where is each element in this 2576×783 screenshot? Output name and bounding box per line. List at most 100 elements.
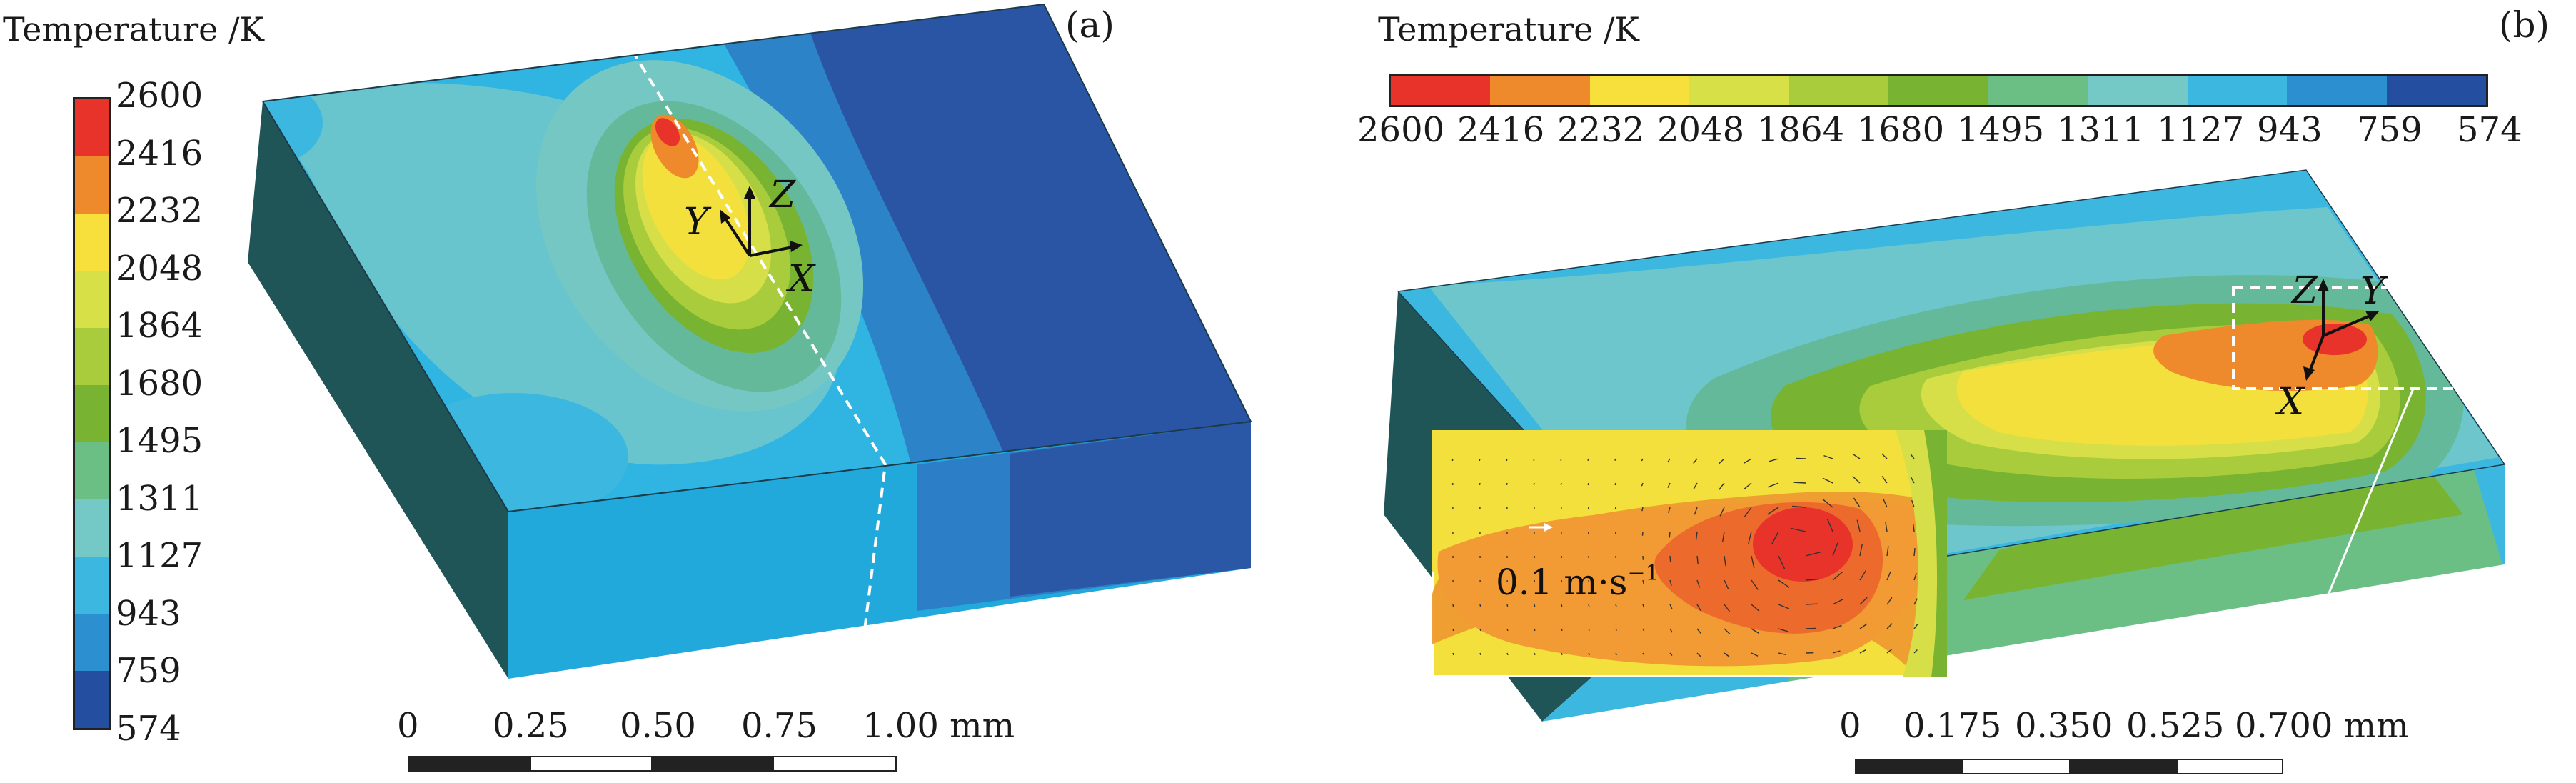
scale-a-label-4: 1.00 mm — [862, 706, 1015, 746]
colorbar-a-tick-label: 1127 — [116, 536, 203, 577]
velocity-vector — [1479, 458, 1481, 462]
velocity-vector — [1534, 628, 1536, 632]
velocity-vector — [1832, 599, 1843, 605]
velocity-vector — [1832, 624, 1842, 629]
velocity-vector — [1694, 507, 1698, 515]
colorbar-b-tick-label: 943 — [2257, 110, 2323, 150]
velocity-vector — [1560, 507, 1562, 510]
panel-b-tag: (b) — [2499, 4, 2550, 46]
velocity-vector — [1641, 507, 1644, 512]
velocity-vector — [1669, 652, 1673, 656]
velocity-vector — [1886, 597, 1893, 605]
velocity-vector — [1911, 499, 1915, 508]
velocity-vector — [1719, 507, 1725, 517]
colorbar-b-segment — [1589, 76, 1690, 105]
colorbar-b-tick-label: 2416 — [1457, 110, 1545, 150]
scale-bar-a — [408, 756, 897, 772]
velocity-vector — [1614, 507, 1616, 510]
velocity-vector — [1641, 458, 1644, 462]
velocity-vector — [1886, 571, 1891, 581]
velocity-vector — [1561, 604, 1563, 607]
velocity-vector — [1913, 649, 1918, 654]
colorbar-b-tick-label: 574 — [2457, 110, 2522, 150]
velocity-vector — [1506, 628, 1509, 632]
colorbar-a-tick-label: 1311 — [116, 478, 203, 519]
velocity-vector — [1642, 652, 1645, 655]
velocity-vector — [1790, 527, 1806, 532]
colorbar-a-segment — [75, 156, 109, 214]
velocity-vector — [1778, 652, 1786, 656]
velocity-vector — [1479, 652, 1481, 656]
axes-b — [2307, 284, 2374, 376]
colorbar-a-tick-label: 1495 — [116, 421, 203, 462]
colorbar-a-segment — [75, 385, 109, 442]
velocity-vector — [1641, 482, 1644, 487]
velocity-vector — [1778, 604, 1790, 609]
velocity-vector — [1859, 649, 1867, 654]
scale-b-label-1: 0.175 — [1903, 706, 2002, 746]
colorbar-b-tick-label: 2600 — [1357, 110, 1445, 150]
velocity-vector — [1642, 604, 1645, 608]
velocity-value: 0.1 m — [1496, 562, 1598, 603]
velocity-vector — [1886, 546, 1889, 557]
velocity-vector — [1883, 498, 1888, 508]
colorbar-a-segment — [75, 328, 109, 385]
velocity-vector — [1614, 458, 1616, 461]
scale-b-label-3: 0.525 — [2126, 706, 2225, 746]
colorbar-b-tick-label: 1311 — [2057, 110, 2145, 150]
colorbar-a-tick-label: 1864 — [116, 306, 203, 346]
colorbar-a-segment — [75, 557, 109, 614]
svg-text:0.1 m·s−1: 0.1 m·s−1 — [1496, 561, 1659, 603]
axis-label-y-a: Y — [684, 201, 712, 244]
velocity-vector — [1744, 458, 1752, 464]
velocity-vector — [1669, 628, 1673, 633]
colorbar-b-segment — [1788, 76, 1889, 105]
velocity-vector — [1751, 604, 1760, 612]
velocity-vector — [1479, 604, 1481, 607]
colorbar-b-segment — [2088, 76, 2188, 105]
velocity-vector — [1910, 477, 1915, 484]
scale-b-label-0: 0 — [1839, 706, 1861, 746]
block-a-top-face — [263, 4, 1251, 512]
scale-b-label-4: 0.700 mm — [2235, 706, 2409, 746]
colorbar-a-segment — [75, 614, 109, 671]
velocity-vector — [1767, 482, 1779, 488]
velocity-vector — [1642, 628, 1645, 632]
colorbar-a-segment — [75, 499, 109, 557]
velocity-vector — [1778, 579, 1790, 588]
velocity-vector — [1451, 458, 1454, 462]
colorbar-b-segment — [1391, 76, 1491, 105]
colorbar-b-tick-label: 759 — [2357, 110, 2422, 150]
velocity-vector — [1853, 497, 1861, 508]
axis-label-z-a: Z — [768, 174, 796, 216]
colorbar-a-tick-label: 2600 — [116, 76, 203, 116]
velocity-vector — [1669, 579, 1672, 587]
velocity-vector — [1852, 475, 1861, 484]
colorbar-a-segment — [75, 442, 109, 499]
velocity-vector — [1724, 628, 1731, 634]
velocity-vector — [1696, 555, 1699, 564]
axis-label-y-b: Y — [2360, 270, 2388, 313]
velocity-vector — [1452, 628, 1454, 632]
colorbar-b-segment — [1888, 76, 1988, 105]
velocity-vector — [1451, 482, 1454, 486]
velocity-vector — [1668, 507, 1671, 513]
velocity-vector — [1856, 519, 1861, 532]
velocity-vector — [1822, 499, 1833, 508]
velocity-vector — [1724, 604, 1731, 612]
velocity-vector — [1832, 650, 1841, 654]
colorbar-b-tick-label: 1495 — [1957, 110, 2045, 150]
velocity-vector — [1506, 652, 1509, 656]
colorbar-b-segment — [1490, 76, 1590, 105]
velocity-vector — [1826, 518, 1833, 532]
scale-bar-b — [1855, 759, 2283, 774]
axis-label-z-b: Z — [2290, 269, 2318, 312]
velocity-vector — [1886, 623, 1893, 629]
velocity-vector — [1615, 652, 1618, 655]
panel-a-tag: (a) — [1065, 4, 1115, 46]
colorbar-b-segment — [2187, 76, 2288, 105]
scale-a-label-0: 0 — [397, 706, 419, 746]
velocity-vector — [1669, 531, 1671, 538]
velocity-vector — [1614, 482, 1616, 486]
velocity-vector — [1743, 482, 1752, 490]
